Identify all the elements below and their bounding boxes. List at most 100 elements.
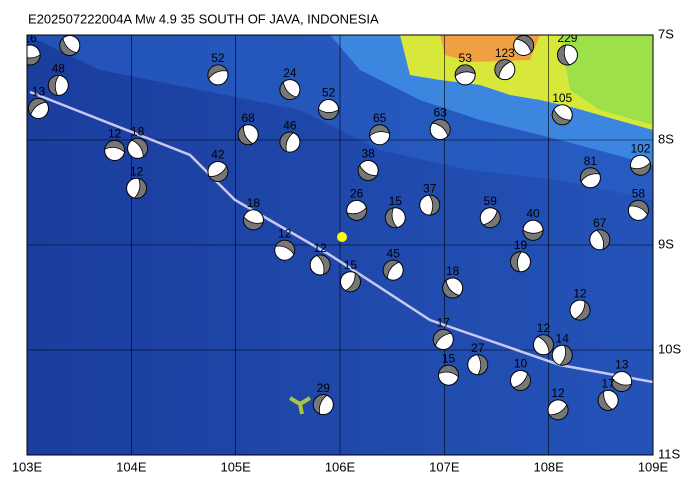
compression xyxy=(316,254,331,276)
compression xyxy=(27,54,41,66)
land-green xyxy=(560,35,653,125)
compression xyxy=(630,161,651,176)
focal-mechanism xyxy=(551,104,573,126)
compression xyxy=(431,119,451,137)
depth-label: 42 xyxy=(211,148,225,162)
compression xyxy=(207,64,228,80)
depth-label: 27 xyxy=(471,341,485,355)
compression xyxy=(551,108,572,126)
compression xyxy=(537,334,554,354)
depth-label: 65 xyxy=(373,111,387,125)
focal-mechanism xyxy=(369,124,391,146)
focal-mechanism xyxy=(627,199,649,221)
compression xyxy=(318,108,339,120)
depth-label: 15 xyxy=(344,258,358,272)
depth-label: 12 xyxy=(130,164,144,178)
depth-label: 18 xyxy=(131,125,145,139)
depth-label: 229 xyxy=(557,31,577,45)
focal-mechanism xyxy=(467,354,489,376)
x-label: 104E xyxy=(116,459,147,474)
depth-label: 52 xyxy=(211,51,225,65)
depth-label: 24 xyxy=(283,66,297,80)
focal-mechanism xyxy=(551,344,573,366)
focal-mechanism xyxy=(207,161,229,182)
focal-mechanism xyxy=(279,79,301,101)
compression xyxy=(438,364,459,378)
focal-mechanism xyxy=(339,271,361,293)
compression xyxy=(104,140,125,153)
focal-mechanism xyxy=(438,364,460,386)
focal-mechanism xyxy=(126,177,148,199)
depth-label: 37 xyxy=(423,181,437,195)
x-label: 105E xyxy=(220,459,251,474)
depth-label: 102 xyxy=(630,141,650,155)
depth-label: 123 xyxy=(495,46,515,60)
compression xyxy=(557,44,570,66)
compression xyxy=(237,125,254,146)
depth-label: 17 xyxy=(437,316,451,330)
focal-mechanism xyxy=(509,251,531,273)
focal-mechanism xyxy=(419,194,441,216)
focal-mechanism xyxy=(357,159,379,181)
focal-mechanism xyxy=(237,124,259,146)
depth-label: 14 xyxy=(556,331,570,345)
compression xyxy=(47,75,60,96)
title: E202507222004A Mw 4.9 35 SOUTH OF JAVA, … xyxy=(28,11,379,26)
focal-mechanism xyxy=(442,277,464,299)
compression xyxy=(382,259,400,280)
focal-mechanism xyxy=(242,209,264,231)
focal-mechanism xyxy=(569,299,591,321)
compression xyxy=(580,167,601,183)
depth-label: 53 xyxy=(459,51,473,65)
compression xyxy=(548,404,569,421)
focal-mechanism xyxy=(127,137,149,159)
focal-mechanism xyxy=(318,99,340,121)
x-label: 106E xyxy=(325,459,356,474)
y-label: 9S xyxy=(658,236,674,251)
compression xyxy=(628,200,649,216)
depth-label: 46 xyxy=(283,118,297,132)
focal-mechanism xyxy=(547,399,569,421)
focal-mechanism xyxy=(346,199,368,221)
compression xyxy=(279,131,295,153)
compression xyxy=(482,209,501,229)
compression xyxy=(611,377,632,392)
depth-label: 67 xyxy=(593,216,607,230)
depth-label: 12 xyxy=(573,286,587,300)
compression xyxy=(510,251,523,273)
focal-mechanism xyxy=(454,64,476,86)
focal-mechanism xyxy=(432,329,454,350)
depth-label: 13 xyxy=(615,358,629,372)
compression xyxy=(442,279,461,299)
y-label: 8S xyxy=(658,131,674,146)
depth-label: 52 xyxy=(322,86,336,100)
depth-label: 12 xyxy=(517,22,531,36)
y-label: 10S xyxy=(658,341,681,356)
depth-label: 17 xyxy=(601,377,615,391)
focal-mechanism xyxy=(479,207,501,229)
depth-label: 15 xyxy=(442,351,456,365)
focal-mechanism xyxy=(509,369,531,391)
compression xyxy=(131,138,148,158)
depth-label: 48 xyxy=(52,62,66,76)
depth-label: 10 xyxy=(514,357,528,371)
compression xyxy=(369,124,391,137)
x-label: 107E xyxy=(429,459,460,474)
compression xyxy=(574,300,591,321)
x-label: 109E xyxy=(638,459,669,474)
depth-label: 63 xyxy=(433,106,447,120)
compression xyxy=(357,164,378,181)
island xyxy=(288,396,312,415)
focal-mechanism xyxy=(532,334,554,356)
frame xyxy=(26,34,654,456)
focal-mechanism xyxy=(494,59,516,81)
compression xyxy=(512,372,531,391)
focal-mechanism xyxy=(513,35,535,56)
depth-label: 18 xyxy=(446,264,460,278)
focal-mechanism xyxy=(104,140,126,161)
focal-mechanism xyxy=(384,207,406,229)
compression xyxy=(384,207,398,229)
depth-label: 16 xyxy=(23,31,37,45)
focal-mechanism xyxy=(27,98,49,119)
focal-mechanism xyxy=(59,35,81,56)
